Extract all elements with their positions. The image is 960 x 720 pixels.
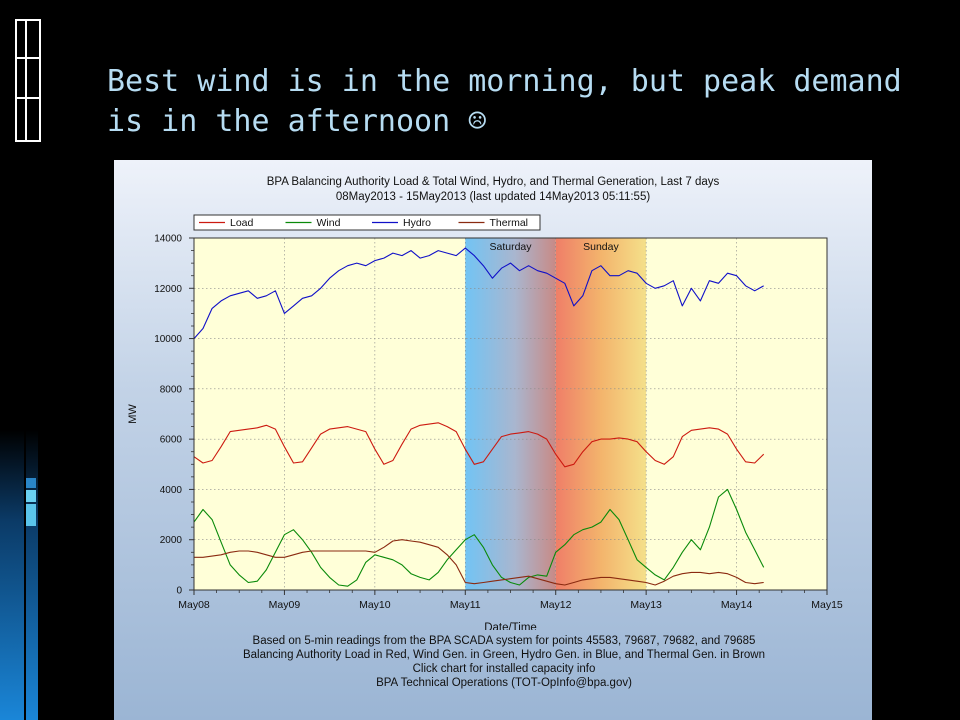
x-tick-label: May12 — [540, 599, 572, 611]
chart: Saturday Sunday May08 May09 May10 May11 May12 M… — [127, 214, 843, 630]
footnote-line: Based on 5-min readings from the BPA SCA… — [252, 635, 756, 647]
legend-label-load: Load — [230, 217, 254, 229]
x-tick-label: May15 — [811, 599, 843, 611]
footnote-link[interactable]: Click chart for installed capacity info — [412, 663, 596, 675]
y-tick-label: 14000 — [154, 234, 182, 245]
legend-label-thermal: Thermal — [490, 217, 529, 229]
chart-footnote: Based on 5-min readings from the BPA SCA… — [154, 634, 854, 690]
band-label: Sunday — [583, 241, 619, 253]
y-tick-label: 6000 — [160, 435, 183, 446]
accent-square — [26, 478, 36, 488]
decorative-grid-icon — [14, 18, 42, 143]
x-tick-label: May14 — [721, 599, 753, 611]
footnote-line: Balancing Authority Load in Red, Wind Ge… — [242, 649, 766, 661]
footnote-contact: BPA Technical Operations (TOT-OpInfo@bpa… — [376, 677, 632, 689]
x-tick-label: May09 — [269, 599, 301, 611]
x-tick-label: May11 — [450, 599, 481, 611]
band-saturday — [465, 238, 556, 590]
band-label: Saturday — [489, 241, 532, 253]
y-tick-label: 4000 — [160, 485, 183, 496]
legend-label-wind: Wind — [317, 217, 341, 229]
series-hydro-line — [193, 247, 764, 339]
x-tick-label: May13 — [630, 599, 662, 611]
sad-face-icon: ☹ — [468, 104, 487, 139]
legend-box — [193, 214, 541, 231]
chart-panel[interactable]: BPA Balancing Authority Load & Total Win… — [114, 160, 872, 720]
y-tick-label: 12000 — [154, 284, 182, 295]
series-wind-line — [193, 488, 765, 587]
x-tick-label: May08 — [178, 599, 210, 611]
chart-subtitle: 08May2013 - 15May2013 (last updated 14Ma… — [335, 191, 651, 203]
y-tick-label: 8000 — [160, 384, 183, 395]
x-tick-label: May10 — [359, 599, 391, 611]
y-tick-label: 10000 — [154, 334, 182, 345]
chart-title: BPA Balancing Authority Load & Total Win… — [266, 176, 720, 188]
band-sunday — [555, 238, 647, 590]
series-thermal-line — [194, 539, 764, 586]
accent-square — [26, 504, 36, 526]
legend-label-hydro: Hydro — [403, 217, 431, 229]
accent-square — [26, 490, 36, 502]
x-axis-label: Date/Time — [484, 622, 537, 630]
y-tick-label: 0 — [176, 586, 182, 597]
y-tick-label: 2000 — [160, 535, 183, 546]
y-axis-label: MW — [127, 404, 139, 424]
slide-title: Best wind is in the morning, but peak de… — [107, 64, 902, 139]
accent-divider — [24, 0, 26, 720]
series-load-line — [193, 422, 765, 468]
